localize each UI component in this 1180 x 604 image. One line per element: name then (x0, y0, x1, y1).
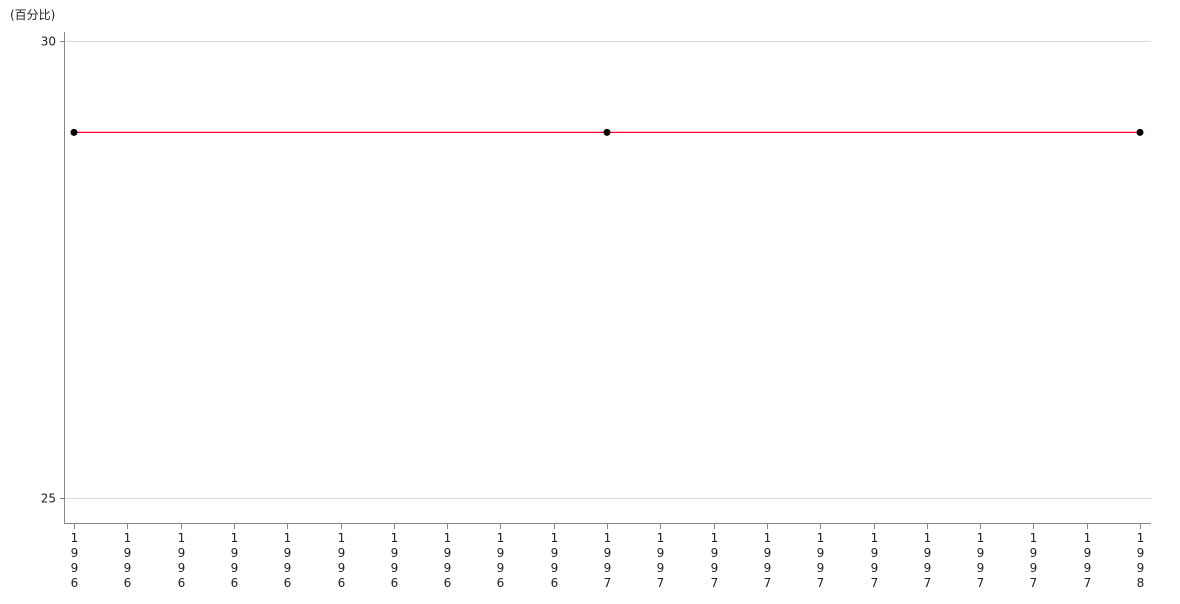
y-tick-label: 30 (41, 35, 56, 49)
data-point[interactable] (603, 128, 611, 136)
data-point[interactable] (70, 128, 78, 136)
data-point[interactable] (1136, 128, 1144, 136)
y-axis-label: (百分比) (10, 8, 55, 22)
y-tick-label: 25 (41, 492, 56, 506)
